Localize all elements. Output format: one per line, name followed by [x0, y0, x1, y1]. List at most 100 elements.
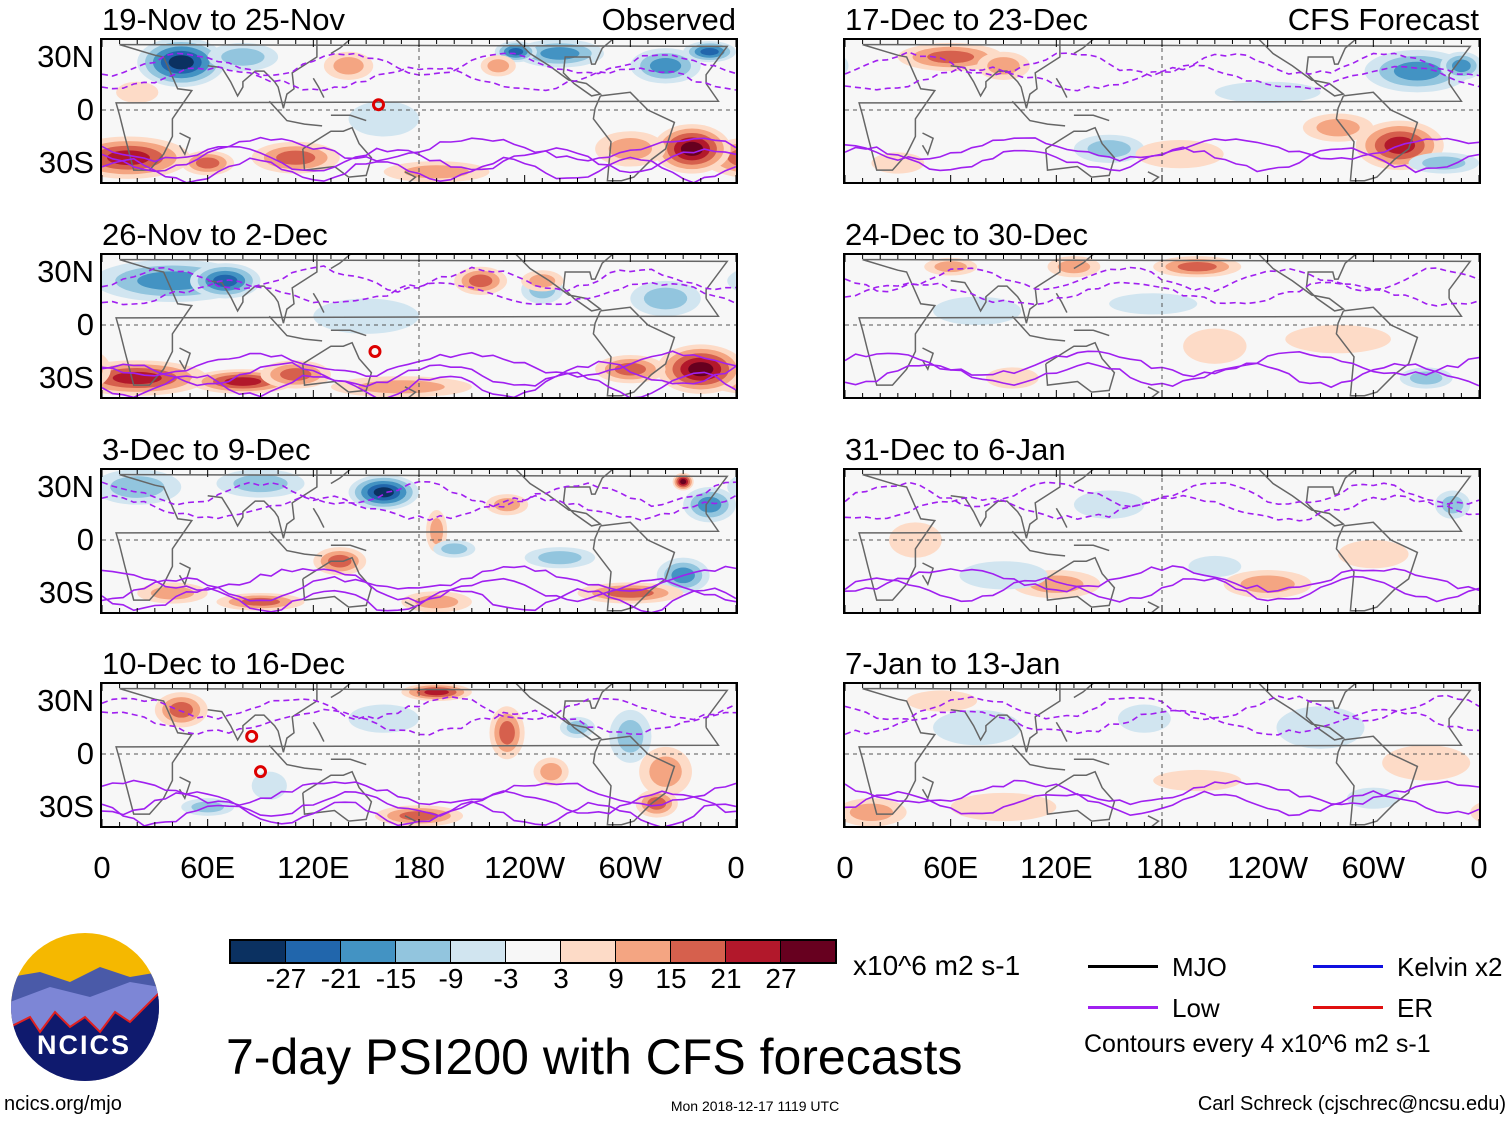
- coastline: [1011, 530, 1066, 557]
- coastline: [950, 469, 1061, 539]
- negative-anomaly-region: [1087, 140, 1131, 158]
- lat-tick-label: 30N: [37, 254, 94, 289]
- negative-contour: [844, 281, 1480, 307]
- coastline: [1045, 341, 1116, 393]
- tropical-cyclone-icon: [245, 729, 259, 743]
- negative-anomaly-region: [1073, 490, 1145, 519]
- colorbar-swatch: [231, 941, 286, 962]
- negative-contour: [844, 708, 1480, 736]
- legend-label: ER: [1397, 993, 1434, 1023]
- lon-tick-label: 180: [393, 850, 445, 885]
- psi200-map: [224, 38, 1510, 192]
- map-background: [845, 255, 1479, 397]
- units-label: x10^6 m2 s-1: [853, 950, 1021, 981]
- positive-anomaly-region: [430, 518, 444, 545]
- negative-anomaly-region: [1109, 293, 1198, 315]
- negative-contour: [844, 481, 1480, 508]
- negative-anomaly-region: [643, 287, 688, 310]
- positive-anomaly-region: [1285, 325, 1391, 354]
- map-panel: [224, 253, 1481, 407]
- panel-title: 3-Dec to 9-Dec: [102, 432, 311, 467]
- positive-anomaly-region: [1183, 328, 1247, 364]
- positive-anomaly-region: [647, 797, 667, 810]
- lon-tick-label: 120W: [1227, 850, 1309, 885]
- positive-anomaly-region: [499, 721, 515, 745]
- coastline: [268, 100, 323, 127]
- coastline: [1073, 38, 1094, 55]
- coastline: [302, 341, 373, 393]
- colorbar-swatch: [286, 941, 341, 962]
- colorbar-swatch: [341, 941, 396, 962]
- lat-tick-label: 0: [76, 92, 94, 127]
- lat-tick-label: 30N: [37, 683, 94, 718]
- colorbar-label: 9: [608, 963, 624, 994]
- negative-anomaly-region: [1441, 495, 1464, 514]
- map-panel: [0, 468, 1371, 622]
- panel-title: 24-Dec to 30-Dec: [845, 217, 1088, 252]
- positive-anomaly-region: [494, 498, 521, 512]
- positive-anomaly-region: [1057, 260, 1091, 274]
- map-panel: [202, 682, 1510, 836]
- footer-center: Mon 2018-12-17 1119 UTC: [670, 1098, 840, 1114]
- coastline: [330, 682, 351, 699]
- positive-anomaly-region: [608, 137, 653, 160]
- positive-anomaly-region: [358, 380, 445, 394]
- positive-anomaly-region: [1338, 540, 1409, 569]
- coastline: [302, 556, 373, 608]
- negative-anomaly-region: [213, 274, 238, 287]
- positive-anomaly-region: [680, 141, 704, 156]
- coastline: [1258, 682, 1357, 741]
- footer-left[interactable]: ncics.org/mjo: [4, 1093, 122, 1115]
- positive-contour: [844, 565, 1480, 593]
- coastline: [1073, 253, 1094, 270]
- coastline: [115, 687, 729, 815]
- lon-tick-label: 60W: [1341, 850, 1406, 885]
- positive-anomaly-region: [649, 756, 682, 787]
- coastline: [921, 776, 935, 800]
- tropical-cyclone-icon: [254, 765, 267, 779]
- coastline: [115, 473, 729, 601]
- coastline: [1073, 329, 1110, 337]
- coastline: [1258, 38, 1357, 97]
- logo-text: NCICS: [37, 1030, 132, 1060]
- positive-anomaly-region: [224, 377, 262, 386]
- positive-anomaly-region: [1316, 118, 1360, 137]
- positive-anomaly-region: [906, 690, 978, 712]
- contour-note: Contours every 4 x10^6 m2 s-1: [1084, 1030, 1431, 1058]
- coastline: [1073, 682, 1094, 699]
- positive-contour: [101, 575, 737, 604]
- coastline: [115, 258, 729, 386]
- negative-anomaly-region: [508, 48, 524, 56]
- coastline: [858, 687, 1472, 815]
- positive-anomaly-region: [487, 59, 510, 73]
- coastline: [1011, 100, 1066, 127]
- coastline: [1045, 770, 1116, 822]
- panel-title: 31-Dec to 6-Jan: [845, 432, 1066, 467]
- lat-tick-label: 30S: [38, 360, 94, 395]
- colorbar-swatch: [506, 941, 561, 962]
- coastline: [330, 114, 367, 122]
- negative-contour: [101, 279, 737, 306]
- positive-anomaly-region: [414, 595, 459, 609]
- coastline: [330, 253, 351, 270]
- negative-anomaly-region: [137, 271, 208, 291]
- coastline: [268, 530, 323, 557]
- lon-tick-label: 120E: [277, 850, 350, 885]
- negative-contour: [101, 494, 737, 522]
- figure-title: 7-day PSI200 with CFS forecasts: [226, 1029, 963, 1085]
- coastline: [515, 253, 614, 312]
- negative-anomaly-region: [313, 298, 419, 334]
- coastline: [950, 39, 1061, 109]
- negative-anomaly-region: [538, 551, 582, 565]
- positive-anomaly-region: [468, 274, 493, 288]
- coastline: [312, 721, 325, 742]
- coastline: [515, 682, 614, 741]
- positive-anomaly-region: [195, 157, 220, 169]
- positive-anomaly-region: [934, 261, 967, 273]
- positive-anomaly-region: [927, 50, 975, 64]
- lat-tick-label: 0: [76, 736, 94, 771]
- coastline: [858, 43, 1472, 171]
- coastline: [330, 38, 351, 55]
- colorbar-swatch: [616, 941, 671, 962]
- coastline: [1073, 468, 1094, 485]
